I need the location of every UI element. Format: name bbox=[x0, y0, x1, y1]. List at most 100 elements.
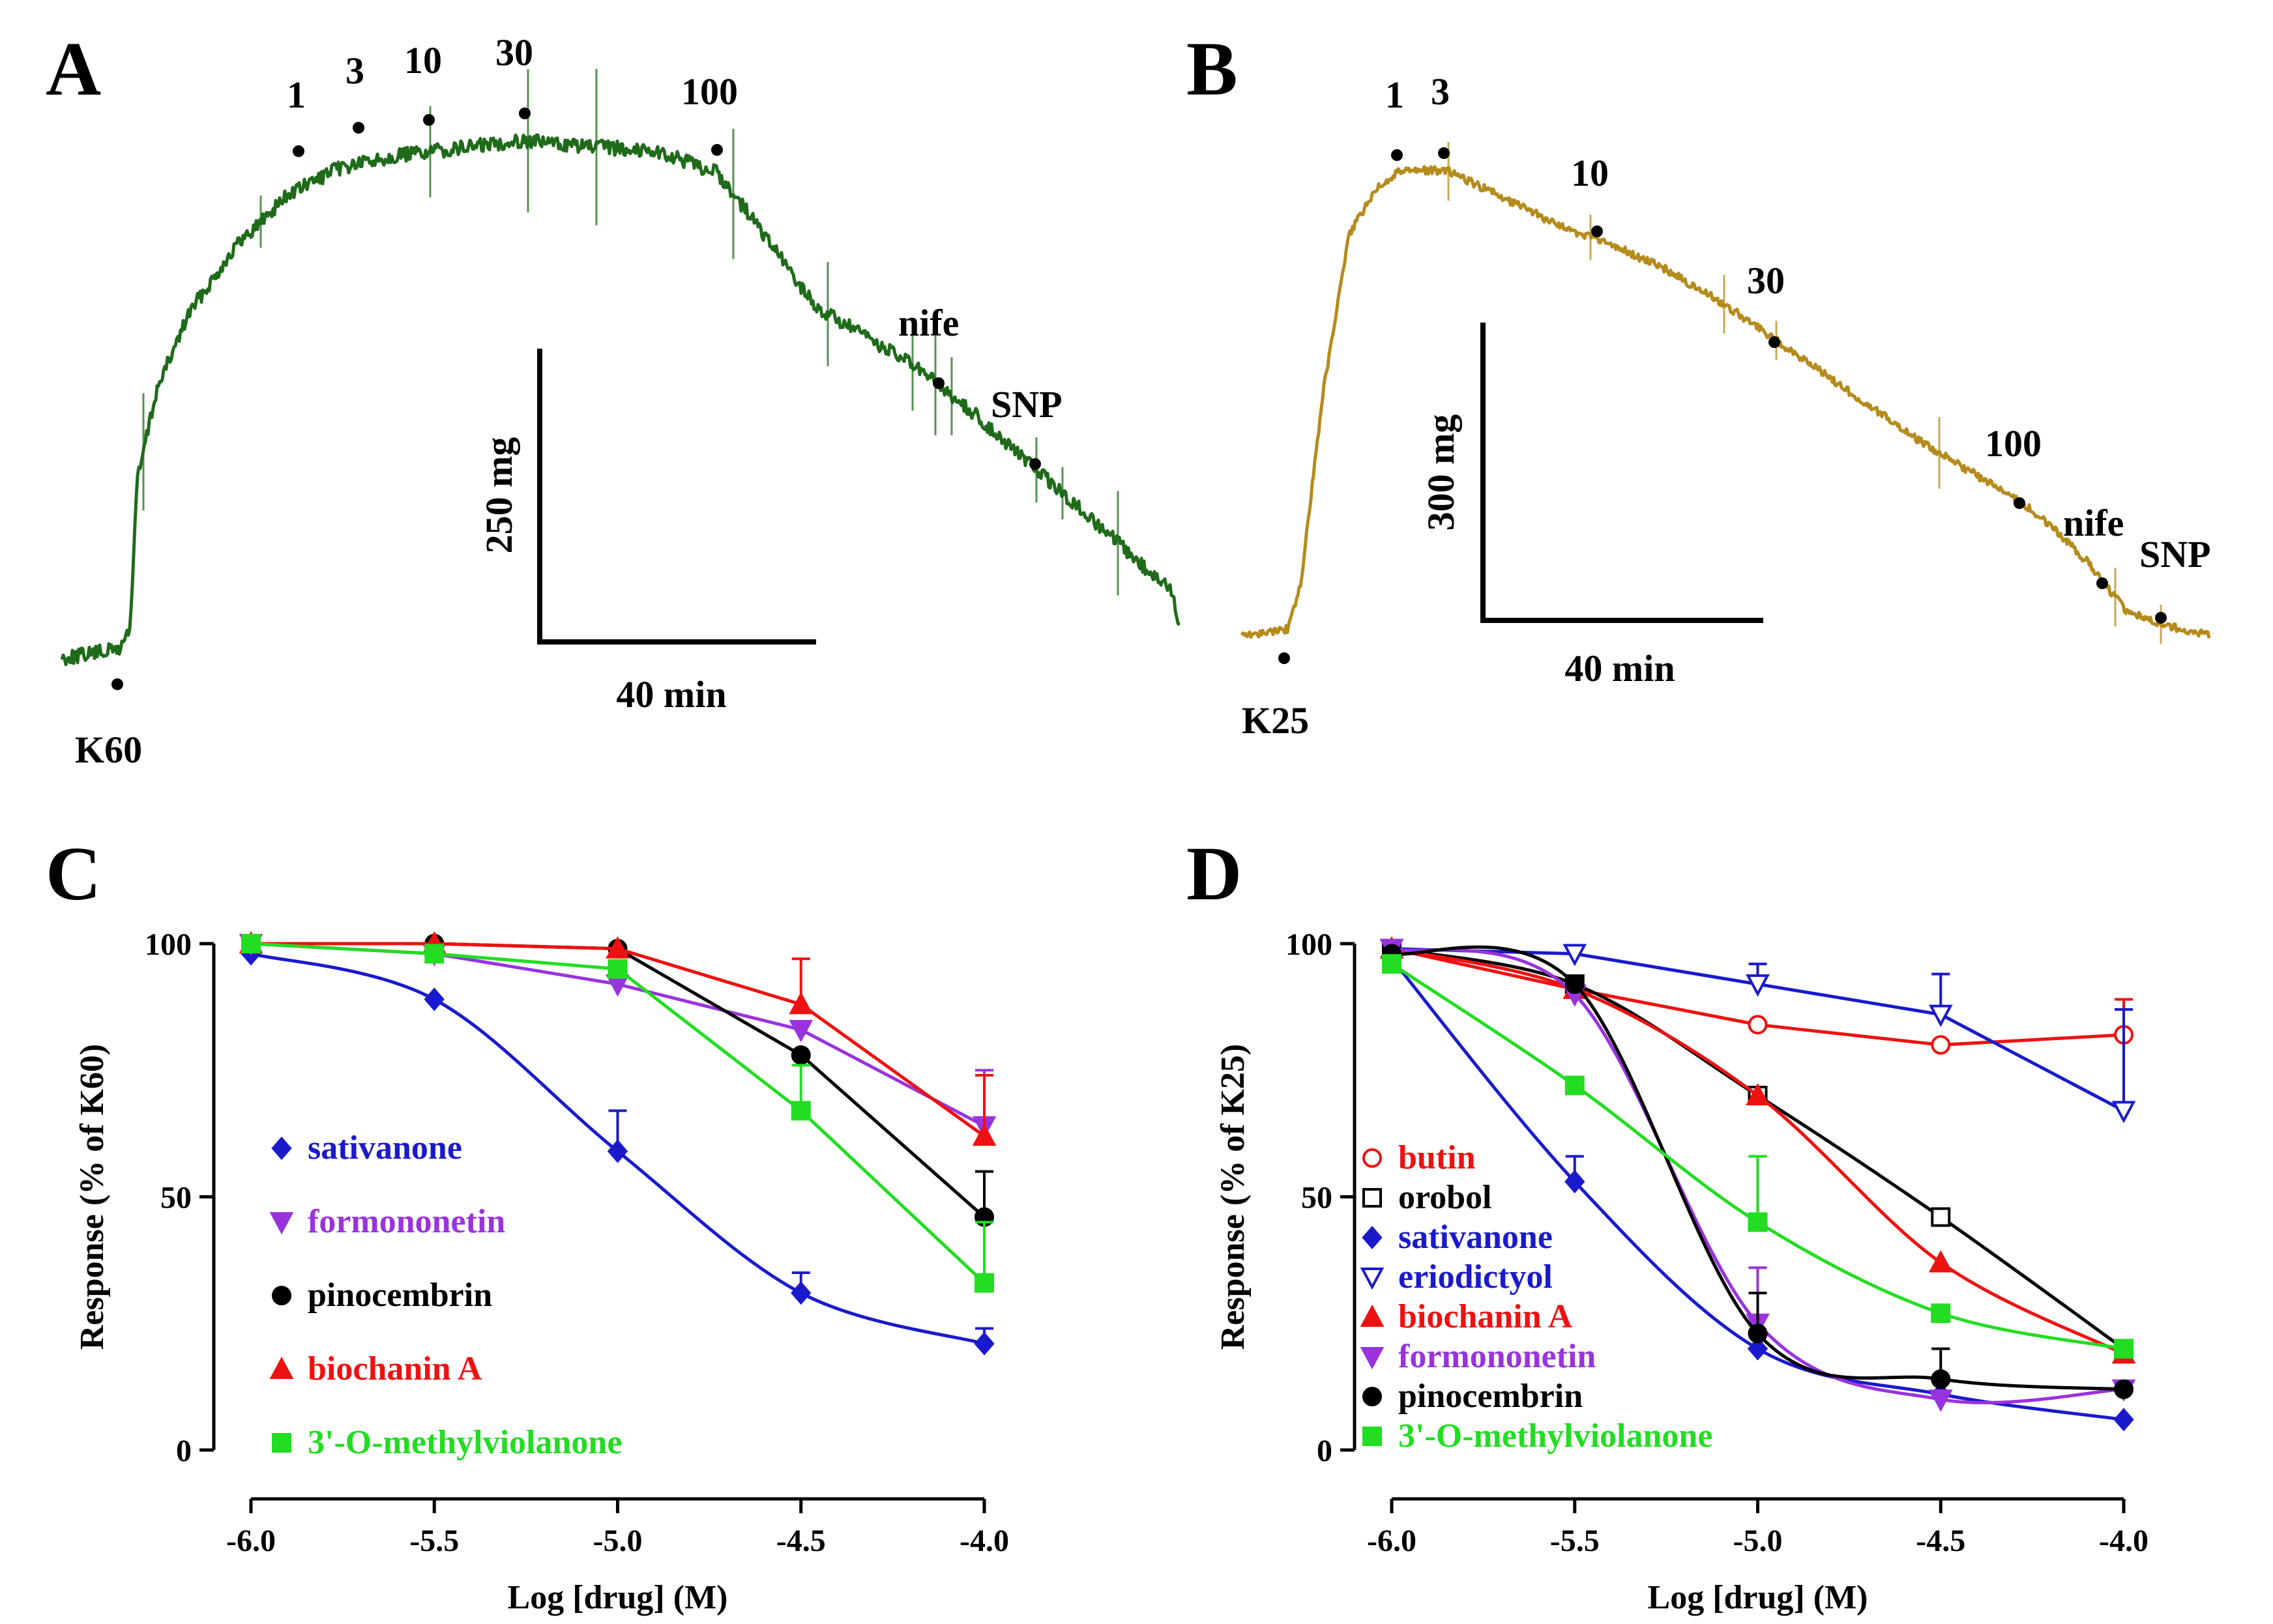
mark-label-a-nife: nife bbox=[898, 302, 959, 344]
scale-bar-b bbox=[1480, 323, 1763, 623]
x-tick-label: -5.5 bbox=[1550, 1524, 1600, 1558]
legend-label: sativanone bbox=[1398, 1219, 1553, 1256]
series-biochanin-a bbox=[1379, 936, 2136, 1364]
x-axis-label: Log [drug] (M) bbox=[508, 1579, 728, 1616]
legend-label: eriodictyol bbox=[1398, 1258, 1553, 1296]
data-point bbox=[789, 992, 814, 1015]
x-tick-label: -4.5 bbox=[1916, 1524, 1965, 1558]
data-point bbox=[974, 1331, 995, 1356]
scale-bar-a bbox=[537, 349, 816, 645]
mark-dot-a-snp bbox=[1029, 458, 1041, 470]
dose-label-b-10: 10 bbox=[1571, 152, 1609, 194]
legend-label: sativanone bbox=[308, 1129, 462, 1167]
data-point bbox=[1562, 944, 1587, 966]
legend-entry: 3'-O-methylviolanone bbox=[1362, 1417, 1712, 1455]
mark-dot-a-100 bbox=[711, 144, 723, 156]
legend-entry: formononetin bbox=[1360, 1338, 1596, 1375]
chart-c-series bbox=[239, 931, 997, 1356]
y-tick-label: 50 bbox=[1301, 1181, 1332, 1215]
data-point bbox=[1928, 1004, 1953, 1028]
legend-label: pinocembrin bbox=[1398, 1378, 1583, 1415]
mark-dot-a-30 bbox=[519, 108, 531, 119]
y-tick-label: 0 bbox=[1317, 1434, 1332, 1468]
data-point bbox=[1362, 1427, 1382, 1446]
legend-entry: pinocembrin bbox=[1362, 1378, 1583, 1415]
chart-d-series bbox=[1379, 936, 2136, 1432]
data-point bbox=[1748, 1212, 1768, 1232]
data-point bbox=[791, 1045, 811, 1065]
x-tick-label: -6.0 bbox=[1367, 1524, 1416, 1558]
legend-entry: sativanone bbox=[271, 1129, 462, 1167]
dose-label-b-100: 100 bbox=[1985, 422, 2042, 465]
x-tick-label: -4.5 bbox=[776, 1524, 826, 1558]
x-tick-label: -6.0 bbox=[226, 1524, 276, 1558]
mark-dot-k25 bbox=[1278, 652, 1290, 664]
mark-dot-a-1 bbox=[293, 145, 304, 157]
data-point bbox=[1360, 1268, 1385, 1290]
mark-dot-b-3 bbox=[1438, 147, 1450, 159]
data-point bbox=[1748, 1015, 1768, 1035]
scale-label-a-y: 250 mg bbox=[478, 437, 520, 554]
data-point bbox=[1746, 1082, 1770, 1106]
data-point bbox=[789, 1020, 814, 1043]
mark-dot-k60 bbox=[111, 678, 123, 690]
legend-label: 3'-O-methylviolanone bbox=[308, 1424, 622, 1461]
data-point bbox=[2111, 1101, 2136, 1124]
series-pinocembrin bbox=[1382, 944, 2134, 1399]
mark-dot-b-100 bbox=[2014, 497, 2025, 509]
data-point bbox=[972, 1124, 997, 1146]
mark-label-b-snp: SNP bbox=[2139, 533, 2211, 575]
mark-dot-b-snp bbox=[2155, 612, 2167, 624]
legend-entry: pinocembrin bbox=[272, 1277, 492, 1314]
data-point bbox=[241, 934, 261, 953]
mark-dot-a-nife bbox=[933, 377, 945, 389]
x-tick-label: -4.0 bbox=[2099, 1524, 2148, 1558]
mark-label-a-snp: SNP bbox=[991, 383, 1063, 426]
data-point bbox=[791, 1101, 811, 1121]
data-point bbox=[606, 936, 630, 959]
legend-entry: formononetin bbox=[269, 1203, 505, 1240]
data-point bbox=[424, 987, 445, 1011]
data-point bbox=[1931, 1207, 1951, 1227]
mark-dot-a-3 bbox=[353, 122, 364, 134]
data-point bbox=[608, 959, 628, 979]
data-point bbox=[2114, 1339, 2134, 1359]
data-point bbox=[1564, 1075, 1585, 1095]
legend-label: orobol bbox=[1398, 1179, 1492, 1216]
scale-label-a-x: 40 min bbox=[616, 673, 726, 716]
dose-label-a-30: 30 bbox=[495, 31, 533, 74]
x-tick-label: -5.0 bbox=[593, 1524, 643, 1558]
data-point bbox=[1360, 1347, 1385, 1370]
data-point bbox=[1931, 1369, 1951, 1389]
y-tick-label: 50 bbox=[160, 1181, 192, 1215]
panel-label-c: C bbox=[46, 831, 101, 916]
legend-entry: eriodictyol bbox=[1360, 1258, 1553, 1296]
data-point bbox=[1928, 1250, 1953, 1273]
legend-label: biochanin A bbox=[308, 1350, 482, 1387]
series-3-o-methylviolanone bbox=[1382, 954, 2134, 1359]
legend-label: 3'-O-methylviolanone bbox=[1398, 1417, 1712, 1455]
mark-dot-b-nife bbox=[2096, 577, 2108, 589]
legend-label: pinocembrin bbox=[308, 1277, 492, 1314]
legend-entry: 3'-O-methylviolanone bbox=[272, 1424, 622, 1461]
trace-a-spikes bbox=[142, 68, 1119, 596]
y-axis-label: Response (% of K25) bbox=[1214, 1044, 1252, 1350]
data-point bbox=[272, 1286, 291, 1305]
x-tick-label: -5.0 bbox=[1733, 1524, 1783, 1558]
data-point bbox=[1564, 1170, 1585, 1194]
dose-label-b-1: 1 bbox=[1385, 74, 1404, 116]
series-butin bbox=[1382, 938, 2134, 1055]
data-point bbox=[269, 1356, 294, 1379]
panel-label-b: B bbox=[1186, 26, 1238, 111]
legend-entry: biochanin A bbox=[269, 1350, 482, 1387]
y-tick-label: 100 bbox=[145, 927, 192, 962]
y-tick-label: 100 bbox=[1285, 927, 1332, 962]
data-point bbox=[1928, 1389, 1953, 1412]
series-3-o-methylviolanone bbox=[241, 934, 994, 1293]
x-axis-label: Log [drug] (M) bbox=[1648, 1579, 1868, 1616]
chart-d-legend: butinorobolsativanoneeriodictyolbiochani… bbox=[1360, 1139, 1712, 1455]
data-point bbox=[272, 1433, 291, 1453]
legend-label: butin bbox=[1398, 1139, 1476, 1176]
data-point bbox=[1748, 1324, 1768, 1344]
